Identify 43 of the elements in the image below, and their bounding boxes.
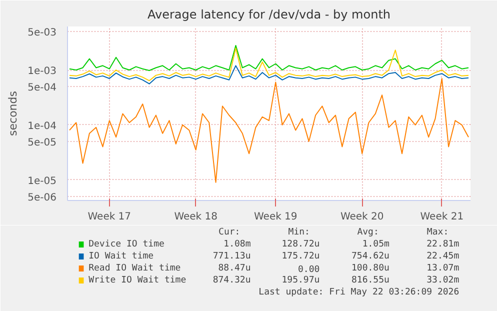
text: 771.13u	[212, 252, 251, 262]
y-axis-title: seconds	[6, 90, 20, 136]
text: 1.08m	[224, 240, 251, 250]
y-tick-label: 1e-04	[28, 120, 57, 132]
text: 22.81m	[426, 240, 460, 250]
text: 22.45m	[426, 252, 460, 262]
x-tick-label: Week 21	[420, 212, 464, 222]
y-tick-label: 5e-04	[28, 82, 57, 94]
line-series	[68, 48, 470, 82]
text: 33.02m	[426, 276, 460, 286]
text: 13.07m	[426, 264, 460, 274]
text: 1.05m	[362, 240, 390, 250]
x-tick-label: Week 17	[88, 212, 132, 222]
text: 0.00	[298, 265, 320, 275]
text: 816.55u	[351, 276, 390, 286]
text: 175.72u	[282, 252, 320, 262]
text: Max:	[426, 228, 449, 238]
text: 100.80u	[351, 264, 390, 274]
x-tick-label: Week 20	[340, 212, 384, 222]
legend-label: Device IO time	[88, 240, 164, 250]
legend-label: Write IO Wait time	[88, 276, 186, 286]
x-tick-label: Week 19	[254, 212, 298, 222]
text: 195.97u	[282, 276, 320, 286]
text: 128.72u	[282, 240, 320, 250]
text: Cur:	[218, 228, 240, 238]
text: Last update: Fri May 22 03:26:09 2026	[258, 288, 460, 298]
legend-label: Read IO Wait time	[88, 264, 181, 274]
text: Min:	[288, 228, 310, 238]
x-tick-label: Week 18	[174, 212, 218, 222]
chart-title: Average latency for /dev/vda - by month	[148, 8, 390, 22]
line-series	[68, 44, 470, 71]
y-tick-label: 1e-03	[28, 66, 57, 78]
y-tick-label: 5e-06	[28, 192, 57, 204]
line-series	[68, 65, 470, 84]
y-tick-label: 1e-05	[28, 176, 57, 187]
text: 88.47u	[218, 264, 251, 274]
legend-label: IO Wait time	[88, 252, 154, 262]
text: Avg:	[357, 228, 379, 238]
y-tick-label: 5e-05	[28, 137, 57, 148]
line-series	[68, 78, 470, 183]
text: 754.62u	[351, 252, 390, 262]
y-tick-label: 5e-03	[28, 28, 57, 39]
text: 874.32u	[212, 276, 251, 286]
